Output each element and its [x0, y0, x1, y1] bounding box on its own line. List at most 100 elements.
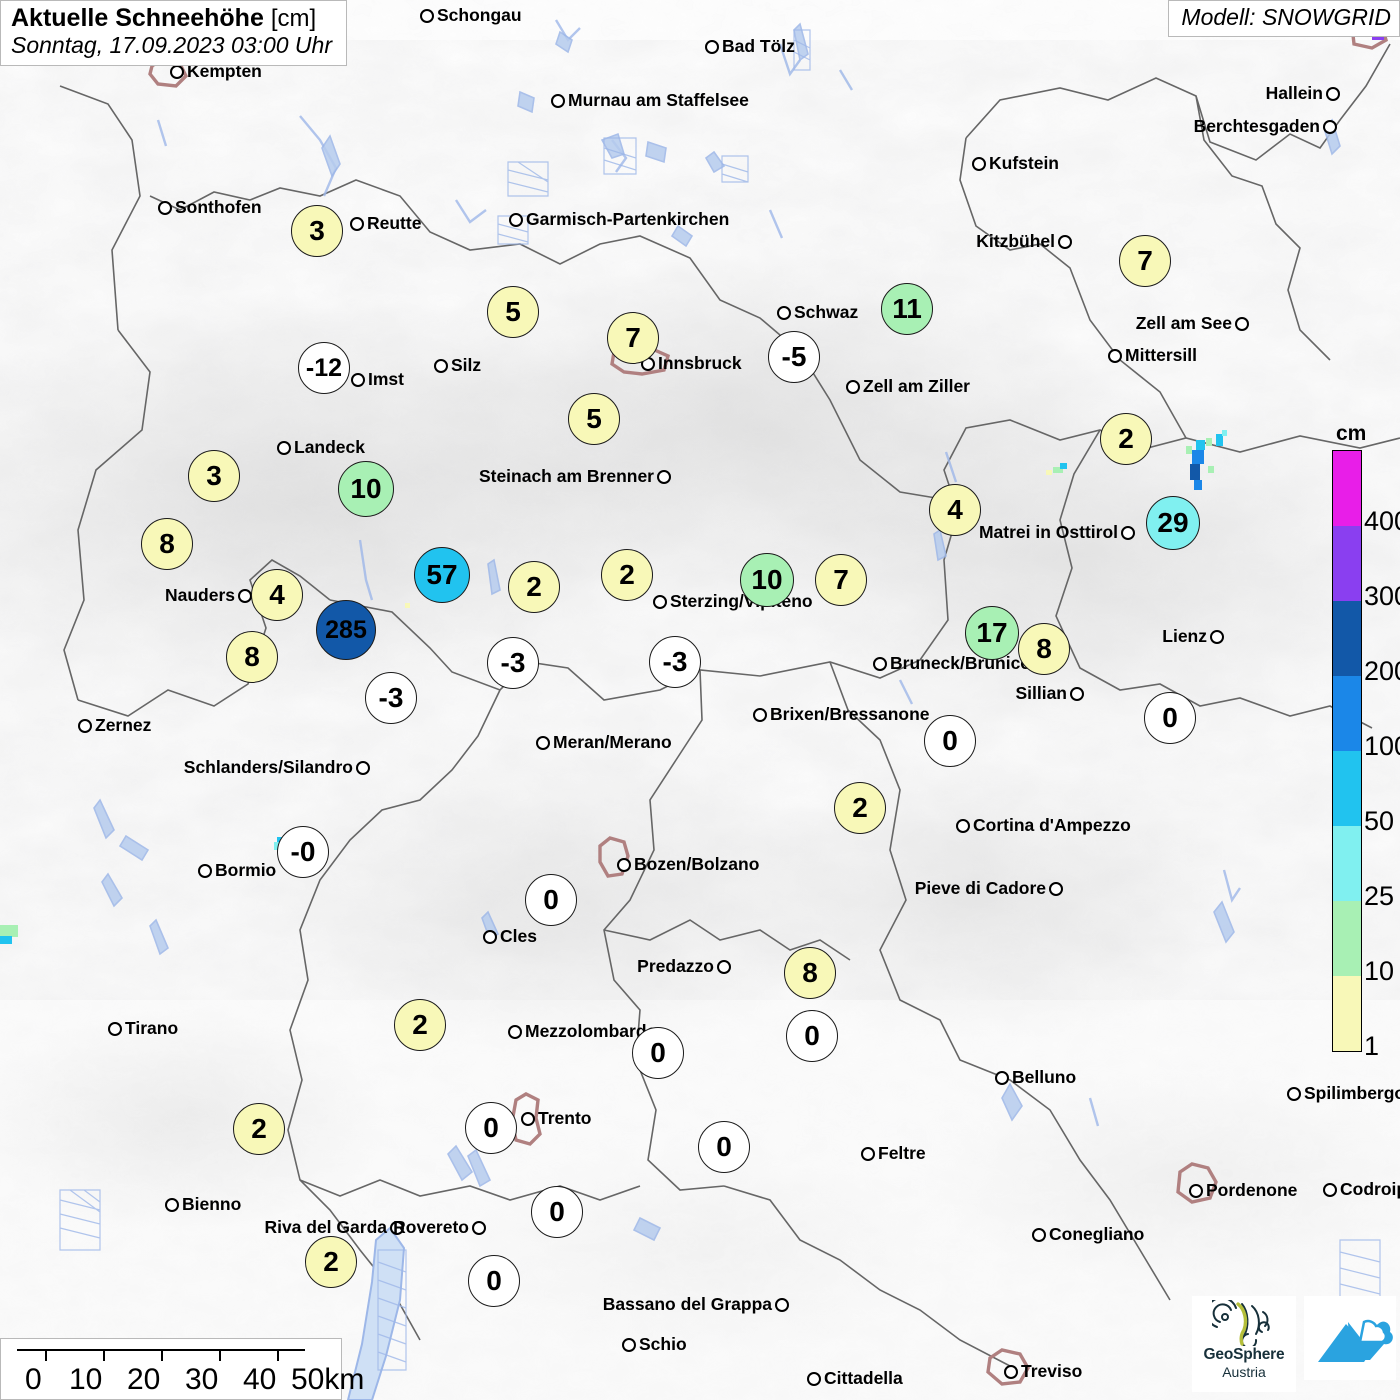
city-marker-icon — [873, 656, 887, 671]
scale-bar-graphic — [11, 1345, 311, 1363]
city-label: Predazzo — [637, 956, 731, 977]
geosphere-logo-name: GeoSphere — [1203, 1346, 1285, 1363]
city-label: Bienno — [165, 1194, 241, 1215]
city-name: Codroipo — [1340, 1179, 1400, 1199]
title-main: Aktuelle Schneehöhe — [11, 4, 264, 32]
city-label: Feltre — [861, 1143, 926, 1164]
city-label: Conegliano — [1032, 1224, 1144, 1245]
city-marker-icon — [509, 212, 523, 227]
city-name: Sillian — [1015, 683, 1067, 703]
city-name: Zell am See — [1135, 313, 1232, 333]
station-value-circle: 4 — [929, 484, 981, 536]
station-value-circle: 0 — [531, 1186, 583, 1238]
legend-tick-label: 300 — [1364, 581, 1400, 611]
station-value-circle: -5 — [768, 331, 820, 383]
scale-label: 50km — [291, 1363, 365, 1396]
city-label: Schio — [622, 1334, 687, 1355]
station-value-circle: 0 — [632, 1027, 684, 1079]
city-marker-icon — [78, 718, 92, 733]
city-name: Bassano del Grappa — [602, 1294, 772, 1314]
station-value-circle: 285 — [316, 600, 376, 660]
city-label: Bozen/Bolzano — [617, 854, 759, 875]
city-name: Treviso — [1021, 1361, 1083, 1381]
city-label: Mezzolombardo — [508, 1021, 657, 1042]
station-value-text: -3 — [378, 682, 404, 713]
station-value-text: 2 — [526, 571, 542, 602]
city-name: Kitzbühel — [976, 231, 1055, 251]
station-value-circle: 0 — [924, 715, 976, 767]
city-label: Berchtesgaden — [1194, 116, 1337, 137]
legend-band — [1333, 676, 1361, 751]
country-borders — [59, 43, 1400, 1367]
station-value-text: 7 — [625, 322, 641, 353]
city-marker-icon — [705, 39, 719, 54]
station-value-circle: 5 — [487, 286, 539, 338]
city-name: Nauders — [164, 585, 235, 605]
city-name: Bruneck/Brunico — [890, 653, 1031, 673]
city-marker-icon — [536, 735, 550, 750]
city-marker-icon — [846, 379, 860, 394]
station-value-circle: 7 — [607, 312, 659, 364]
city-label: Cles — [483, 926, 537, 947]
station-value-circle: 0 — [468, 1255, 520, 1307]
city-marker-icon — [777, 305, 791, 320]
city-label: Silz — [434, 355, 481, 376]
city-name: Landeck — [294, 437, 365, 457]
city-marker-icon — [108, 1021, 122, 1036]
city-name: Innsbruck — [658, 353, 742, 373]
city-name: Murnau am Staffelsee — [568, 90, 749, 110]
city-label: Pordenone — [1189, 1180, 1297, 1201]
city-marker-icon — [622, 1337, 636, 1352]
city-label: Kufstein — [972, 153, 1059, 174]
legend-tick-label: 50 — [1364, 806, 1395, 836]
station-value-circle: 2 — [394, 999, 446, 1051]
station-value-circle: -12 — [298, 342, 350, 394]
city-name: Lienz — [1162, 626, 1207, 646]
city-name: Schio — [639, 1334, 687, 1354]
city-marker-icon — [165, 1197, 179, 1212]
city-marker-icon — [434, 358, 448, 373]
city-label: Mittersill — [1108, 345, 1197, 366]
station-value-text: 29 — [1157, 507, 1189, 538]
city-marker-icon — [657, 469, 671, 484]
city-marker-icon — [653, 594, 667, 609]
city-label: Bruneck/Brunico — [873, 653, 1031, 674]
scale-bar-labels: 0 10 20 30 40 50km — [11, 1363, 364, 1397]
station-value-text: 4 — [269, 579, 285, 610]
station-value-circle: 11 — [881, 283, 933, 335]
city-name: Matrei in Osttirol — [978, 522, 1118, 542]
city-name: Schwaz — [794, 302, 859, 322]
city-label: Bassano del Grappa — [603, 1294, 789, 1315]
city-name: Hallein — [1265, 83, 1323, 103]
city-name: Riva del Garda — [264, 1217, 387, 1237]
station-value-text: 3 — [206, 460, 222, 491]
station-value-circle: 10 — [740, 553, 794, 607]
station-value-text: 11 — [892, 293, 922, 324]
station-value-text: 3 — [309, 215, 325, 246]
city-marker-icon — [1032, 1227, 1046, 1242]
city-name: Cles — [500, 926, 537, 946]
legend-band — [1333, 526, 1361, 601]
city-label: Lienz — [1162, 626, 1224, 647]
station-value-text: 5 — [586, 403, 602, 434]
station-value-text: -5 — [781, 341, 807, 372]
lakes — [93, 22, 1341, 1242]
station-value-text: 0 — [650, 1037, 666, 1068]
scale-label: 40 — [243, 1363, 277, 1396]
station-value-text: 0 — [486, 1265, 502, 1296]
city-name: Imst — [368, 369, 404, 389]
city-label: Treviso — [1004, 1361, 1082, 1382]
city-marker-icon — [1210, 629, 1224, 644]
city-label: Hallein — [1266, 83, 1340, 104]
station-value-text: 2 — [1118, 423, 1134, 454]
city-name: Meran/Merano — [553, 732, 672, 752]
city-label: Sonthofen — [158, 197, 262, 218]
legend-color-bar — [1332, 450, 1362, 1052]
city-marker-icon — [1323, 119, 1337, 134]
city-marker-icon — [351, 372, 365, 387]
station-value-text: 2 — [619, 559, 635, 590]
city-label: Zernez — [78, 715, 151, 736]
city-name: Mittersill — [1125, 345, 1197, 365]
city-name: Sterzing/Vipiteno — [670, 591, 813, 611]
